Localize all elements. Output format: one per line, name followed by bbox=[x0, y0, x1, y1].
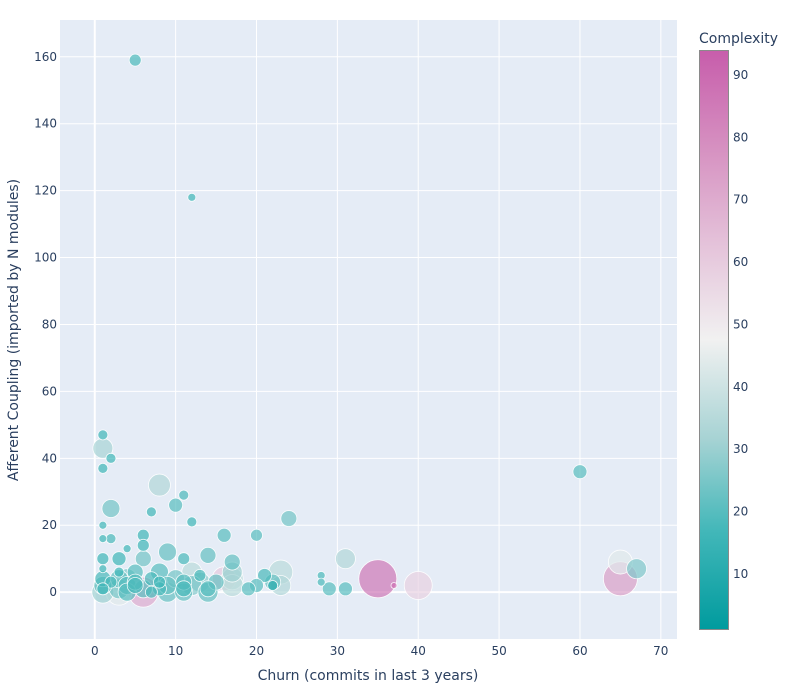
data-point[interactable] bbox=[316, 577, 326, 587]
data-point[interactable] bbox=[148, 473, 171, 497]
y-tick-label: 60 bbox=[42, 384, 57, 398]
data-point[interactable] bbox=[158, 542, 177, 562]
x-tick-label: 20 bbox=[249, 644, 264, 658]
data-point[interactable] bbox=[101, 499, 121, 518]
data-point[interactable] bbox=[98, 534, 108, 544]
colorbar-tick-label: 80 bbox=[733, 130, 748, 144]
y-axis-title: Afferent Coupling (imported by N modules… bbox=[6, 179, 22, 481]
colorbar-tick-label: 40 bbox=[733, 380, 748, 394]
colorbar-tick-label: 10 bbox=[733, 567, 748, 581]
y-axis-ticks: 0 20 40 60 80 100 120 140 160 bbox=[34, 50, 57, 599]
data-point[interactable] bbox=[267, 580, 279, 591]
data-point[interactable] bbox=[136, 538, 150, 552]
colorbar-tick-label: 60 bbox=[733, 255, 748, 269]
data-point[interactable] bbox=[177, 552, 191, 566]
x-tick-label: 30 bbox=[330, 644, 345, 658]
data-point[interactable] bbox=[144, 585, 158, 599]
data-point[interactable] bbox=[96, 582, 110, 596]
y-tick-label: 20 bbox=[42, 518, 57, 532]
colorbar-tick-label: 20 bbox=[733, 505, 748, 519]
data-point[interactable] bbox=[105, 533, 117, 545]
y-tick-label: 120 bbox=[34, 184, 57, 198]
data-point[interactable] bbox=[105, 452, 117, 464]
data-point[interactable] bbox=[186, 516, 198, 528]
data-point[interactable] bbox=[175, 580, 193, 598]
data-point[interactable] bbox=[241, 581, 256, 597]
data-point[interactable] bbox=[128, 53, 142, 67]
data-point[interactable] bbox=[223, 553, 241, 571]
x-tick-label: 60 bbox=[572, 644, 587, 658]
y-tick-label: 100 bbox=[34, 251, 57, 265]
gridlines bbox=[60, 20, 677, 639]
x-axis-ticks: 0 10 20 30 40 50 60 70 bbox=[91, 644, 669, 658]
colorbar-tick-label: 50 bbox=[733, 317, 748, 331]
data-point[interactable] bbox=[168, 497, 184, 513]
x-axis-title: Churn (commits in last 3 years) bbox=[258, 668, 479, 684]
data-point[interactable] bbox=[96, 552, 110, 566]
colorbar-tick-label: 70 bbox=[733, 193, 748, 207]
data-point[interactable] bbox=[358, 559, 398, 599]
data-point[interactable] bbox=[321, 581, 337, 597]
colorbar-bar bbox=[699, 50, 729, 630]
data-point[interactable] bbox=[250, 528, 263, 542]
data-point[interactable] bbox=[178, 489, 190, 501]
data-point[interactable] bbox=[98, 564, 108, 574]
data-point[interactable] bbox=[97, 429, 109, 441]
data-point[interactable] bbox=[216, 527, 232, 543]
data-point[interactable] bbox=[98, 520, 108, 530]
data-point[interactable] bbox=[199, 580, 217, 598]
data-point[interactable] bbox=[113, 566, 125, 578]
data-point[interactable] bbox=[626, 558, 647, 580]
x-tick-label: 10 bbox=[168, 644, 183, 658]
data-point[interactable] bbox=[199, 546, 217, 564]
data-point[interactable] bbox=[390, 582, 398, 589]
data-point[interactable] bbox=[572, 464, 588, 480]
colorbar: Complexity 10 20 30 40 50 60 70 80 90 bbox=[699, 31, 778, 630]
data-point[interactable] bbox=[403, 571, 433, 600]
x-tick-label: 70 bbox=[653, 644, 668, 658]
data-point[interactable] bbox=[126, 577, 144, 594]
x-tick-label: 0 bbox=[91, 644, 99, 658]
data-point[interactable] bbox=[122, 544, 132, 554]
x-tick-label: 40 bbox=[411, 644, 426, 658]
data-point[interactable] bbox=[187, 192, 197, 202]
data-point[interactable] bbox=[153, 575, 166, 589]
data-point[interactable] bbox=[338, 581, 353, 597]
colorbar-tick-label: 30 bbox=[733, 442, 748, 456]
y-tick-label: 0 bbox=[49, 585, 57, 599]
y-tick-label: 140 bbox=[34, 117, 57, 131]
colorbar-title: Complexity bbox=[699, 31, 778, 47]
data-point[interactable] bbox=[257, 568, 272, 583]
y-tick-label: 40 bbox=[42, 451, 57, 465]
data-point[interactable] bbox=[145, 506, 157, 518]
data-point[interactable] bbox=[335, 548, 356, 570]
data-point[interactable] bbox=[193, 569, 207, 582]
colorbar-tick-label: 90 bbox=[733, 68, 748, 82]
colorbar-ticks: 10 20 30 40 50 60 70 80 90 bbox=[733, 68, 748, 581]
data-point[interactable] bbox=[97, 462, 109, 474]
plot-background bbox=[60, 20, 677, 639]
data-point[interactable] bbox=[280, 510, 298, 527]
x-tick-label: 50 bbox=[491, 644, 506, 658]
y-tick-label: 160 bbox=[34, 50, 57, 64]
data-points bbox=[91, 53, 647, 608]
data-point[interactable] bbox=[111, 551, 127, 567]
y-tick-label: 80 bbox=[42, 317, 57, 331]
